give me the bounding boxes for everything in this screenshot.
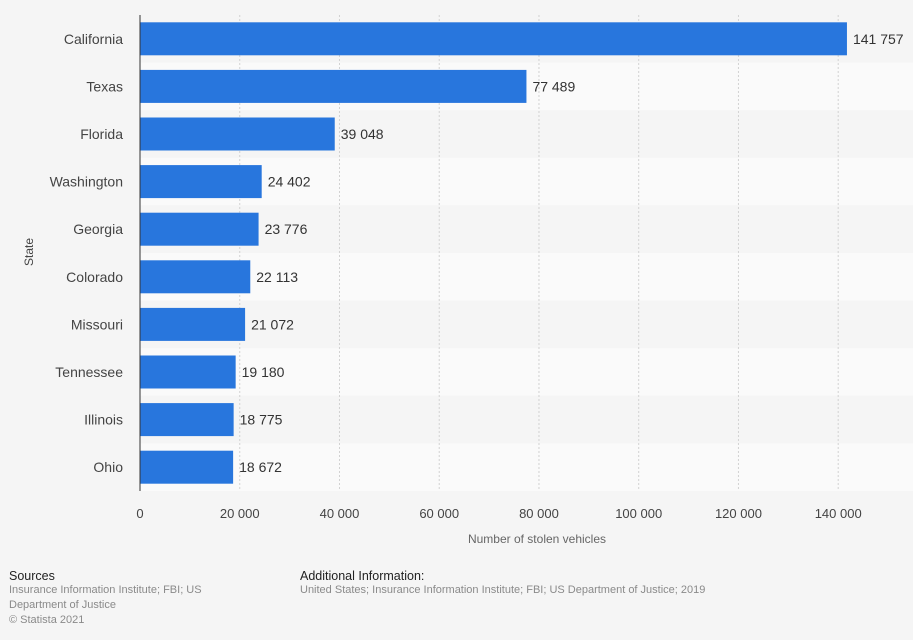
bar	[140, 307, 246, 341]
value-labels: 141 757 77 489 39 048 24 402 23 776 22 113 21 …	[239, 31, 904, 475]
category-label: Florida	[80, 126, 123, 142]
category-label: Georgia	[73, 221, 123, 237]
x-tick-labels: 0 20 000 40 000 60 000 80 000 100 000 120 000 1…	[136, 506, 861, 521]
category-labels: California Texas Florida Washington Georgia C…	[50, 31, 124, 475]
bars	[140, 22, 847, 484]
value-label: 21 072	[251, 316, 294, 332]
y-axis-title: State	[22, 238, 36, 266]
value-label: 77 489	[532, 78, 575, 94]
x-tick-label: 140 000	[815, 506, 862, 521]
sources-text: Insurance Information Institute; FBI; US…	[9, 584, 202, 611]
row-band	[140, 205, 913, 253]
bar	[140, 165, 262, 199]
sources-block: Sources Insurance Information Institute;…	[9, 569, 249, 628]
x-tick-label: 60 000	[419, 506, 459, 521]
bar	[140, 22, 847, 56]
additional-info-title: Additional Information:	[300, 569, 425, 583]
category-label: Texas	[86, 78, 123, 94]
row-band	[140, 300, 913, 349]
value-label: 141 757	[853, 31, 904, 47]
bar	[140, 260, 251, 294]
x-tick-label: 100 000	[615, 506, 662, 521]
row-bands	[140, 15, 913, 491]
value-label: 23 776	[265, 221, 308, 237]
row-band	[140, 348, 913, 396]
category-label: Ohio	[93, 459, 123, 475]
bar	[140, 117, 335, 151]
x-tick-label: 0	[136, 506, 143, 521]
category-label: Missouri	[71, 316, 123, 332]
row-band	[140, 253, 913, 301]
x-tick-label: 80 000	[519, 506, 559, 521]
category-label: Tennessee	[55, 364, 123, 380]
bar	[140, 355, 236, 389]
bar	[140, 69, 527, 103]
value-label: 19 180	[242, 364, 285, 380]
category-label: California	[64, 31, 123, 47]
category-label: Washington	[50, 174, 123, 190]
additional-info-text: United States; Insurance Information Ins…	[300, 584, 706, 596]
bar	[140, 450, 234, 484]
value-label: 39 048	[341, 126, 384, 142]
x-tick-label: 40 000	[320, 506, 360, 521]
copyright: © Statista 2021	[9, 614, 85, 626]
row-band	[140, 395, 913, 444]
value-label: 18 672	[239, 459, 282, 475]
row-band	[140, 157, 913, 206]
category-label: Colorado	[66, 269, 123, 285]
value-label: 22 113	[256, 269, 298, 285]
sources-title: Sources	[9, 569, 55, 583]
additional-info-block: Additional Information: United States; I…	[300, 569, 860, 598]
x-tick-label: 120 000	[715, 506, 762, 521]
x-tick-label: 20 000	[220, 506, 260, 521]
value-label: 18 775	[240, 412, 283, 428]
category-label: Illinois	[84, 412, 123, 428]
bar	[140, 212, 259, 246]
bar-chart: California Texas Florida Washington Georgia C…	[22, 15, 913, 546]
gridlines	[239, 15, 839, 491]
bar	[140, 403, 234, 437]
x-axis-title: Number of stolen vehicles	[468, 532, 606, 546]
row-band	[140, 443, 913, 491]
value-label: 24 402	[268, 174, 311, 190]
